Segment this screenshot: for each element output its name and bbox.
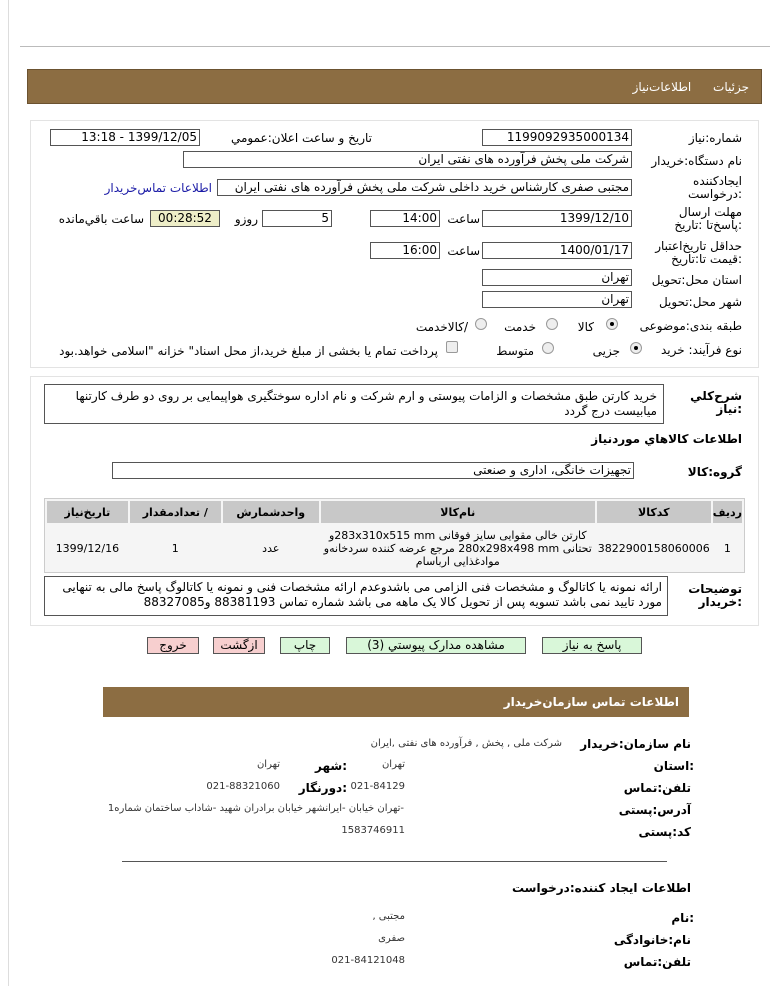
col-header: تاریخ‌نیاز: [45, 499, 130, 525]
value: 021-84129: [350, 781, 405, 792]
cell: 1399/12/16: [55, 542, 120, 555]
col-header: ردیف: [710, 499, 745, 525]
payment-note: پرداخت تمام یا بخشی از مبلغ خرید،از محل …: [59, 344, 438, 358]
label: :نام: [671, 911, 694, 925]
goods-table: ردیف کدکالا نام‌کالا واحدشمارش / تعدادمق…: [44, 498, 745, 573]
label: طبقه بندی:موضوعی: [639, 319, 742, 333]
province-field[interactable]: تهران: [482, 269, 632, 286]
left-border: [8, 0, 9, 986]
label: شهر محل:تحویل: [658, 295, 742, 309]
divider: [122, 861, 667, 862]
label: /کالاخدمت: [415, 320, 468, 334]
label: حداقل تاریخ‌اعتبار :قیمت تا:تاریخ: [655, 239, 742, 266]
label: کالا: [577, 320, 594, 334]
radio-minor[interactable]: [630, 342, 642, 354]
view-attachments-button[interactable]: مشاهده مدارک پیوستي (3): [346, 637, 526, 654]
summary-field[interactable]: خرید کارتن طبق مشخصات و الزامات پیوستی و…: [44, 384, 664, 424]
creator-field[interactable]: مجتبی صفری کارشناس خرید داخلی شرکت ملی پ…: [217, 179, 632, 196]
label: شماره:نیاز: [688, 131, 742, 145]
label: نام دستگاه:خریدار: [651, 154, 742, 168]
label: نام:خانوادگی: [613, 933, 691, 947]
label: روزو: [234, 212, 258, 226]
value: مجتبی ,: [372, 911, 405, 922]
label: تلفن:تماس: [623, 781, 691, 795]
tab-details[interactable]: جزئیات: [713, 80, 749, 94]
label: نوع فرآیند: خرید: [661, 343, 742, 357]
label: :شهر: [315, 759, 347, 773]
label: ساعت: [447, 212, 480, 226]
exit-button[interactable]: خروج: [147, 637, 199, 654]
label: تلفن:تماس: [623, 955, 691, 969]
days-field[interactable]: 5: [262, 210, 332, 227]
col-header: واحدشمارش: [220, 499, 321, 525]
label: ساعت باقي‌مانده: [58, 212, 144, 226]
value: تهران: [256, 759, 280, 770]
section-title: اطلاعات کالاهاي موردنیاز: [591, 432, 742, 446]
cell: 3822900158060006: [597, 542, 710, 555]
divider: [20, 46, 770, 47]
label: مهلت ارسال :پاسخ‌تا :تاریخ: [674, 205, 742, 232]
back-button[interactable]: ازگشت: [213, 637, 265, 654]
section-title: اطلاعات ایجاد کننده:درخواست: [511, 881, 691, 895]
cell: عدد: [262, 542, 280, 555]
radio-goods[interactable]: [606, 318, 618, 330]
label: گروه:کالا: [687, 465, 742, 479]
need-number-field[interactable]: 1199092935000134: [482, 129, 632, 146]
reply-button[interactable]: پاسخ به نیاز: [542, 637, 642, 654]
city-field[interactable]: تهران: [482, 291, 632, 308]
col-header: نام‌کالا: [318, 499, 597, 525]
value: تهران: [381, 759, 405, 770]
value: 021-88321060: [206, 781, 280, 792]
label: ساعت: [447, 244, 480, 258]
radio-goods-service[interactable]: [475, 318, 487, 330]
tab-bar: جزئیات اطلاعات‌نیاز: [27, 69, 762, 104]
value: صفری: [378, 933, 405, 944]
label: متوسط: [496, 344, 534, 358]
label: کد:پستی: [638, 825, 691, 839]
label: :دورنگار: [298, 781, 347, 795]
value: 021-84121048: [331, 955, 405, 966]
label: آدرس:پستی: [618, 803, 691, 817]
value: -تهران خیابان -ایرانشهر خیابان برادران ش…: [107, 803, 404, 814]
buyer-contact-link[interactable]: اطلاعات تماس‌خریدار: [104, 181, 212, 195]
radio-service[interactable]: [546, 318, 558, 330]
value: شرکت ملی , پخش , فرآورده های نفتی ,ایران: [370, 738, 562, 749]
announce-date-field[interactable]: 1399/12/05 - 13:18: [50, 129, 200, 146]
buyer-field[interactable]: شرکت ملی پخش فرآورده های نفتی ایران: [183, 151, 632, 168]
cell: کارتن خالی مقوایی سایز فوقانی 283x310x51…: [323, 529, 592, 568]
label: ایجادکننده :درخواست: [688, 174, 742, 201]
label: استان محل:تحویل: [651, 273, 742, 287]
label: توضیحات :خریدار: [688, 582, 742, 609]
label: شرح‌کلي :نیاز: [690, 389, 742, 416]
label: نام سازمان:خریدار: [580, 737, 691, 751]
contact-header: اطلاعات تماس سازمان‌خریدار: [103, 687, 689, 717]
col-header: کدکالا: [594, 499, 713, 525]
col-header: / تعدادمقدار: [127, 499, 223, 525]
validity-date-field[interactable]: 1400/01/17: [482, 242, 632, 259]
cell: 1: [171, 542, 179, 555]
label: تاریخ و ساعت اعلان:عمومي: [230, 131, 372, 145]
deadline-time-field[interactable]: 14:00: [370, 210, 440, 227]
remaining-timer: 00:28:52: [150, 210, 220, 227]
buyer-notes-field[interactable]: ارائه نمونه یا کاتالوگ و مشخصات فنی الزا…: [44, 576, 668, 616]
tab-need-info[interactable]: اطلاعات‌نیاز: [632, 80, 692, 94]
label: خدمت: [504, 320, 536, 334]
print-button[interactable]: چاپ: [280, 637, 330, 654]
value: 1583746911: [341, 825, 405, 836]
deadline-date-field[interactable]: 1399/12/10: [482, 210, 632, 227]
cell: 1: [723, 542, 731, 555]
table-row[interactable]: 1 3822900158060006 کارتن خالی مقوایی سای…: [46, 524, 743, 572]
validity-time-field[interactable]: 16:00: [370, 242, 440, 259]
radio-medium[interactable]: [542, 342, 554, 354]
goods-group-field[interactable]: تجهیزات خانگی، اداری و صنعتی: [112, 462, 634, 479]
label: جزیی: [592, 344, 620, 358]
treasury-checkbox[interactable]: [446, 341, 458, 353]
label: :استان: [653, 759, 694, 773]
